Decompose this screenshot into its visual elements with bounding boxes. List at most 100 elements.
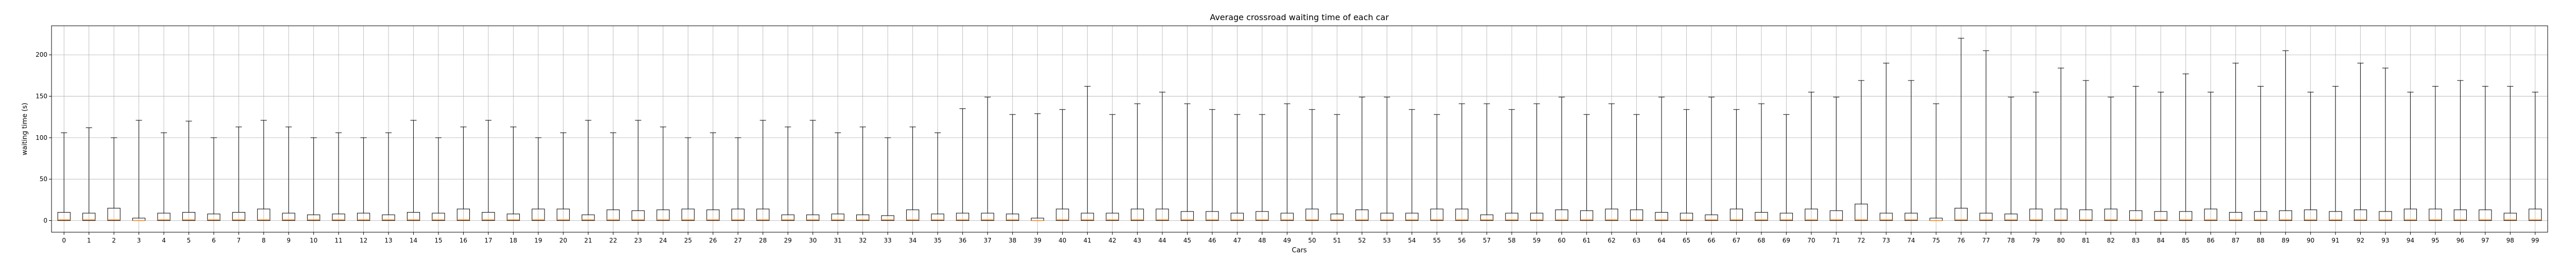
iqr-box xyxy=(382,214,395,221)
iqr-box xyxy=(1505,213,1518,221)
box-car-43 xyxy=(1130,103,1144,221)
iqr-box xyxy=(1805,208,1818,221)
box-car-88 xyxy=(2254,86,2267,221)
box-car-6 xyxy=(207,137,221,221)
iqr-box xyxy=(1455,208,1469,221)
box-car-30 xyxy=(806,120,820,221)
x-tick-label: 99 xyxy=(2531,237,2539,244)
box-car-33 xyxy=(881,137,894,221)
box-car-36 xyxy=(956,108,970,221)
iqr-box xyxy=(681,208,695,221)
box-car-93 xyxy=(2379,68,2392,221)
box-car-68 xyxy=(1755,103,1768,221)
iqr-box xyxy=(2229,212,2242,221)
x-tick-label: 94 xyxy=(2406,237,2414,244)
box-car-42 xyxy=(1106,114,1119,221)
x-tick-label: 86 xyxy=(2207,237,2214,244)
box-car-66 xyxy=(1705,96,1718,221)
box-car-87 xyxy=(2229,62,2242,221)
iqr-box xyxy=(981,213,994,221)
iqr-box xyxy=(856,214,870,221)
iqr-box xyxy=(257,208,270,221)
iqr-box xyxy=(232,212,245,221)
box-car-44 xyxy=(1156,92,1169,221)
x-tick-label: 13 xyxy=(384,237,392,244)
x-tick-label: 55 xyxy=(1433,237,1440,244)
x-tick-label: 30 xyxy=(809,237,817,244)
x-tick-label: 11 xyxy=(335,237,343,244)
iqr-box xyxy=(1780,213,1793,221)
box-car-2 xyxy=(107,137,121,221)
box-car-49 xyxy=(1280,103,1294,221)
iqr-box xyxy=(1954,207,1968,221)
x-tick-label: 24 xyxy=(659,237,667,244)
iqr-box xyxy=(1655,212,1668,221)
x-tick-label: 42 xyxy=(1108,237,1116,244)
x-tick-label: 57 xyxy=(1483,237,1490,244)
box-car-56 xyxy=(1455,103,1469,221)
iqr-box xyxy=(2154,211,2167,221)
x-tick-label: 80 xyxy=(2057,237,2065,244)
box-car-61 xyxy=(1580,114,1594,221)
box-car-85 xyxy=(2179,73,2193,221)
box-car-23 xyxy=(631,120,645,221)
iqr-box xyxy=(307,214,320,221)
boxes xyxy=(57,38,2542,221)
iqr-box xyxy=(1380,213,1394,221)
x-tick-label: 17 xyxy=(484,237,492,244)
box-car-70 xyxy=(1805,92,1818,221)
iqr-box xyxy=(2029,208,2043,221)
iqr-box xyxy=(1605,208,1618,221)
x-tick-label: 95 xyxy=(2431,237,2439,244)
box-car-39 xyxy=(1031,113,1044,221)
x-tick-label: 12 xyxy=(360,237,367,244)
x-tick-label: 22 xyxy=(609,237,617,244)
box-car-26 xyxy=(706,132,720,221)
iqr-box xyxy=(1106,213,1119,221)
x-tick-label: 10 xyxy=(310,237,317,244)
iqr-box xyxy=(2304,209,2317,221)
iqr-box xyxy=(831,214,844,221)
box-car-63 xyxy=(1630,114,1643,221)
x-tick-label: 37 xyxy=(984,237,991,244)
iqr-box xyxy=(1705,214,1718,221)
box-car-40 xyxy=(1056,109,1069,221)
iqr-box xyxy=(881,215,894,221)
x-tick-label: 49 xyxy=(1283,237,1291,244)
box-car-41 xyxy=(1081,86,1094,221)
iqr-box xyxy=(282,213,295,221)
iqr-box xyxy=(582,214,595,221)
box-car-10 xyxy=(307,137,320,221)
iqr-box xyxy=(1580,210,1594,221)
x-tick-label: 47 xyxy=(1233,237,1241,244)
y-axis-ticks: 0 50 100 150 200 xyxy=(36,51,52,224)
x-tick-label: 89 xyxy=(2282,237,2290,244)
x-tick-label: 39 xyxy=(1033,237,1041,244)
box-car-7 xyxy=(232,126,245,221)
iqr-box xyxy=(1829,210,1843,221)
x-tick-label: 36 xyxy=(959,237,967,244)
x-tick-label: 79 xyxy=(2032,237,2040,244)
box-car-29 xyxy=(781,126,794,221)
iqr-box xyxy=(332,214,345,221)
x-tick-label: 32 xyxy=(859,237,867,244)
iqr-box xyxy=(2403,208,2417,221)
iqr-box xyxy=(606,209,620,221)
box-car-69 xyxy=(1780,114,1793,221)
iqr-box xyxy=(2329,211,2342,221)
box-car-37 xyxy=(981,96,994,221)
box-car-96 xyxy=(2453,80,2467,221)
x-tick-label: 38 xyxy=(1009,237,1016,244)
box-car-11 xyxy=(332,132,345,221)
box-car-34 xyxy=(906,126,920,221)
x-axis-ticks: 0 1 2 3 4 5 6 7 8 9 10 11 12 13 14 15 16 17 18 19 20 21 22 23 24… xyxy=(62,232,2539,244)
x-tick-label: 51 xyxy=(1333,237,1341,244)
x-tick-label: 21 xyxy=(584,237,592,244)
y-axis-label: waiting time (s) xyxy=(21,103,29,155)
box-car-22 xyxy=(606,132,620,221)
box-car-17 xyxy=(482,120,495,221)
x-tick-label: 76 xyxy=(1957,237,1965,244)
x-tick-label: 44 xyxy=(1158,237,1166,244)
box-car-95 xyxy=(2429,86,2442,221)
